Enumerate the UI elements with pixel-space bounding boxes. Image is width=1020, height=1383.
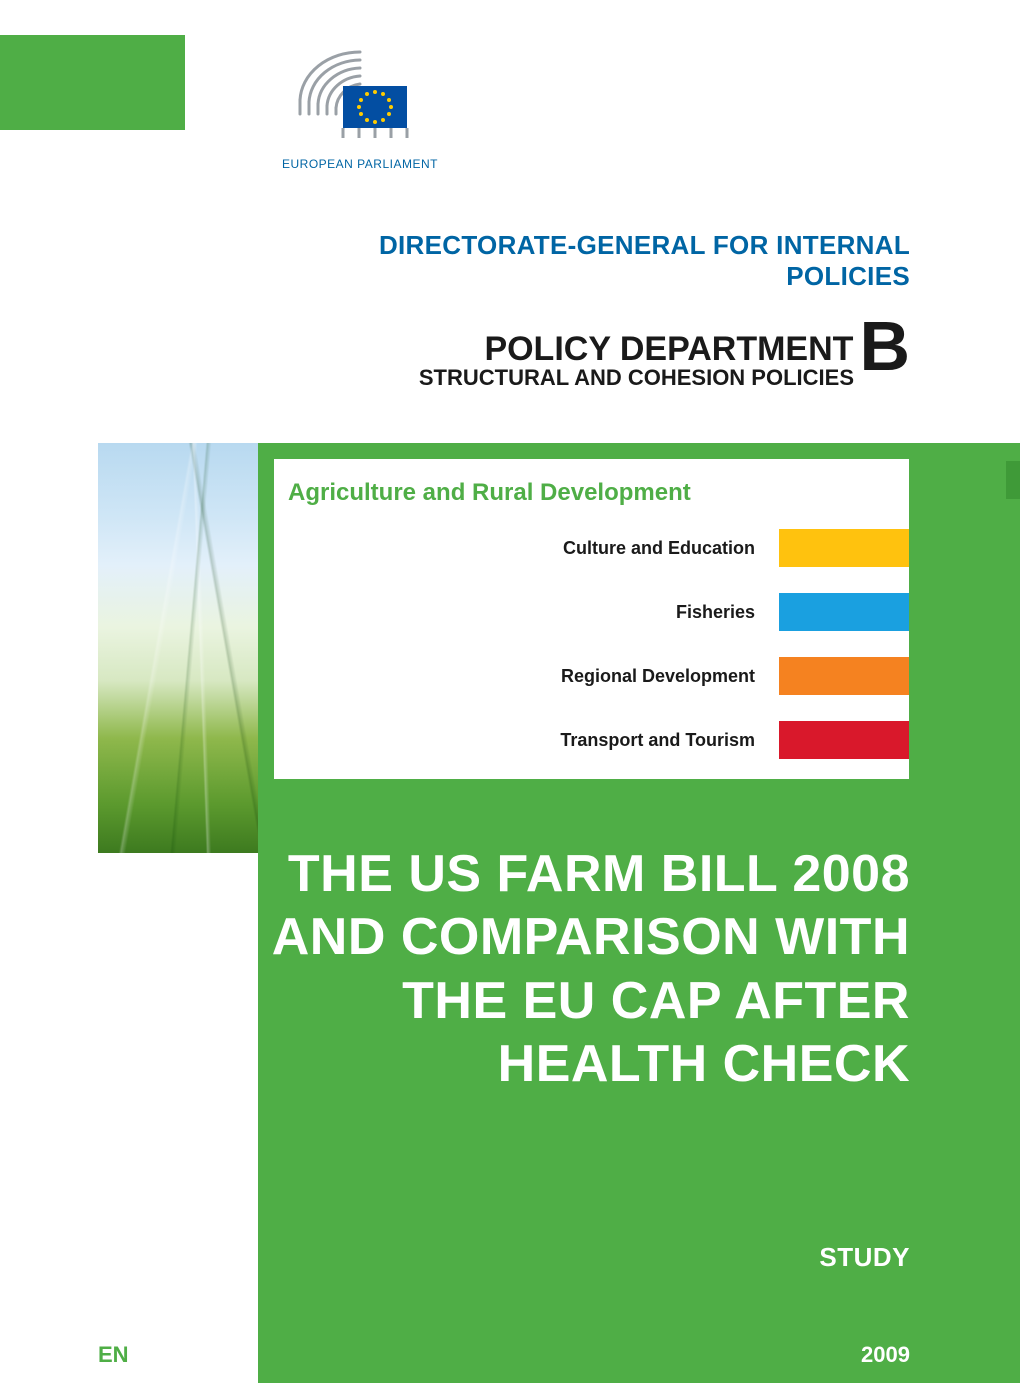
footer-left: EN: [0, 1327, 258, 1383]
top-right-notch: [1006, 461, 1020, 499]
policy-area-label: Regional Development: [561, 666, 755, 687]
document-title-block: THE US FARM BILL 2008 AND COMPARISON WIT…: [258, 843, 910, 1097]
policy-area-bar: [779, 657, 909, 695]
footer-right: 2009: [258, 1327, 1020, 1383]
policy-areas-card: Agriculture and Rural Development Cultur…: [274, 459, 909, 779]
directorate-line: DIRECTORATE-GENERAL FOR INTERNAL POLICIE…: [270, 230, 910, 292]
ep-logo-label: EUROPEAN PARLIAMENT: [280, 157, 440, 171]
footer-bar: EN 2009: [0, 1327, 1020, 1383]
top-accent-block: [0, 35, 185, 130]
policy-area-label: Fisheries: [676, 602, 755, 623]
header-block: DIRECTORATE-GENERAL FOR INTERNAL POLICIE…: [270, 230, 910, 391]
policy-dept-line: POLICY DEPARTMENT B: [270, 310, 910, 369]
main-green-panel: Agriculture and Rural Development Cultur…: [258, 443, 1020, 1383]
policy-area-bar: [779, 593, 909, 631]
policy-dept-text: POLICY DEPARTMENT: [484, 330, 853, 369]
policy-area-bar: [779, 529, 909, 567]
policy-area-row: Transport and Tourism: [274, 721, 909, 759]
document-title: THE US FARM BILL 2008 AND COMPARISON WIT…: [258, 843, 910, 1097]
ep-logo-svg: [285, 30, 435, 150]
policy-area-label: Transport and Tourism: [560, 730, 755, 751]
structural-line: STRUCTURAL AND COHESION POLICIES: [270, 365, 854, 391]
side-photo-grass: [98, 443, 258, 853]
policy-area-row: Fisheries: [274, 593, 909, 631]
policy-area-row: Culture and Education: [274, 529, 909, 567]
policy-area-bar: [779, 721, 909, 759]
dept-letter: B: [859, 320, 910, 373]
ep-logo: EUROPEAN PARLIAMENT: [280, 30, 440, 171]
policy-area-row: Regional Development: [274, 657, 909, 695]
policy-area-highlighted: Agriculture and Rural Development: [274, 479, 909, 507]
footer-lang: EN: [98, 1342, 129, 1368]
footer-year: 2009: [861, 1342, 910, 1368]
policy-area-label: Culture and Education: [563, 538, 755, 559]
document-type: STUDY: [819, 1242, 910, 1273]
